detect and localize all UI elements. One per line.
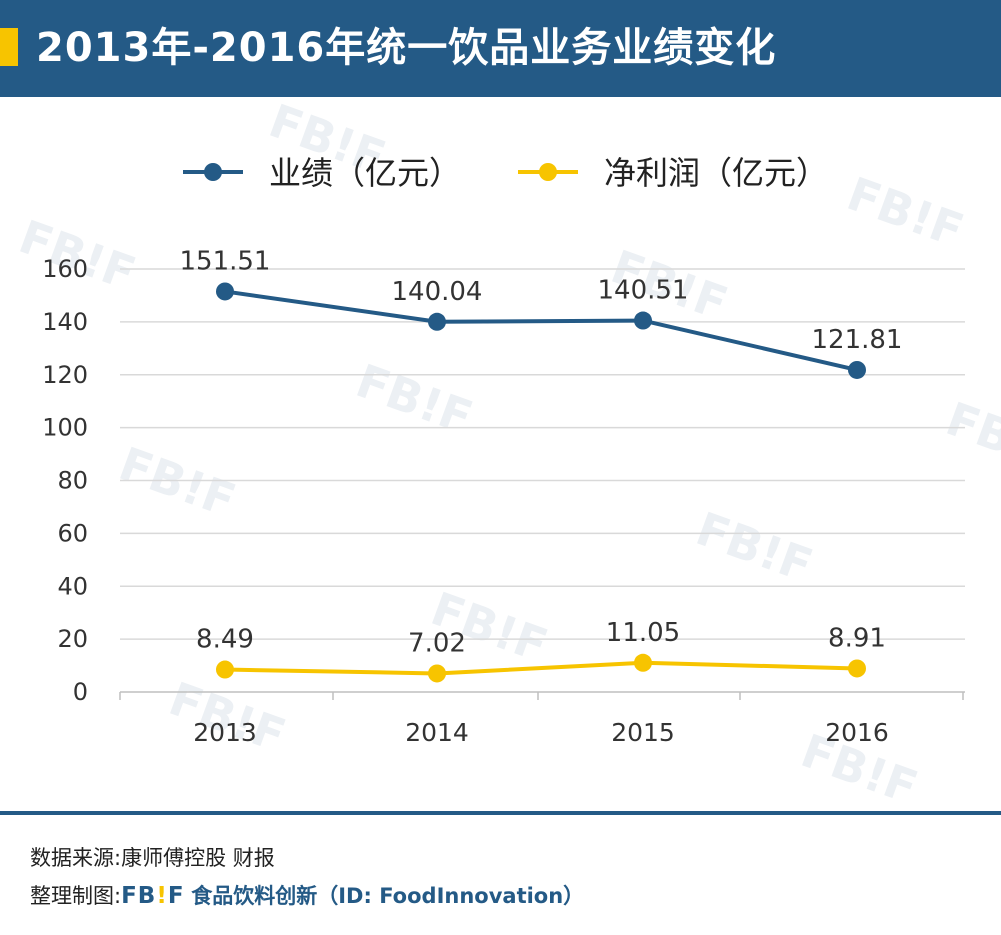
header-bar: 2013年-2016年统一饮品业务业绩变化 <box>0 0 1001 97</box>
data-label: 11.05 <box>606 618 680 648</box>
y-tick-label: 0 <box>73 678 88 706</box>
brand-name: 食品饮料创新（ID: FoodInnovation） <box>191 884 585 908</box>
line-chart: 0 20 40 60 80 100 120 140 160 2013 2014 2015 2016 业绩（… <box>42 154 965 747</box>
series-line <box>224 660 858 676</box>
x-tick-label: 2013 <box>193 718 257 747</box>
y-tick-label: 160 <box>42 255 88 283</box>
data-point <box>428 312 446 331</box>
data-point <box>216 282 234 301</box>
y-tick-label: 40 <box>57 572 88 600</box>
data-point <box>428 664 446 683</box>
legend-marker <box>204 163 222 181</box>
data-label: 151.51 <box>180 246 271 276</box>
page-title: 2013年-2016年统一饮品业务业绩变化 <box>36 25 777 71</box>
data-label: 140.51 <box>598 276 689 306</box>
data-point <box>216 660 234 679</box>
y-tick-label: 60 <box>57 519 88 547</box>
data-point <box>634 311 652 330</box>
data-label: 7.02 <box>408 628 466 658</box>
data-label: 140.04 <box>392 277 483 307</box>
data-label: 8.91 <box>828 623 886 653</box>
footer-divider <box>0 811 1001 815</box>
data-point <box>634 653 652 672</box>
data-label: 121.81 <box>812 325 903 355</box>
y-tick-label: 120 <box>42 361 88 389</box>
x-tick-label: 2014 <box>405 718 469 747</box>
y-tick-label: 100 <box>42 414 88 442</box>
credit-line: 整理制图:FB!F 食品饮料创新（ID: FoodInnovation） <box>30 880 584 910</box>
credit-label: 整理制图: <box>30 884 122 908</box>
brand-logo: FB!F <box>121 883 185 909</box>
series-line <box>224 289 858 372</box>
x-tick-label: 2015 <box>611 718 675 747</box>
y-tick-label: 140 <box>42 308 88 336</box>
legend-label: 净利润（亿元） <box>604 154 828 192</box>
data-point <box>848 659 866 678</box>
y-tick-label: 20 <box>57 625 88 653</box>
y-tick-label: 80 <box>57 467 88 495</box>
data-source-note: 数据来源:康师傅控股 财报 <box>30 846 275 870</box>
header-accent-bar <box>0 28 18 66</box>
data-point <box>848 360 866 379</box>
legend-marker <box>539 163 557 181</box>
x-tick-label: 2016 <box>825 718 889 747</box>
legend-label: 业绩（亿元） <box>269 154 461 192</box>
data-label: 8.49 <box>196 625 254 655</box>
